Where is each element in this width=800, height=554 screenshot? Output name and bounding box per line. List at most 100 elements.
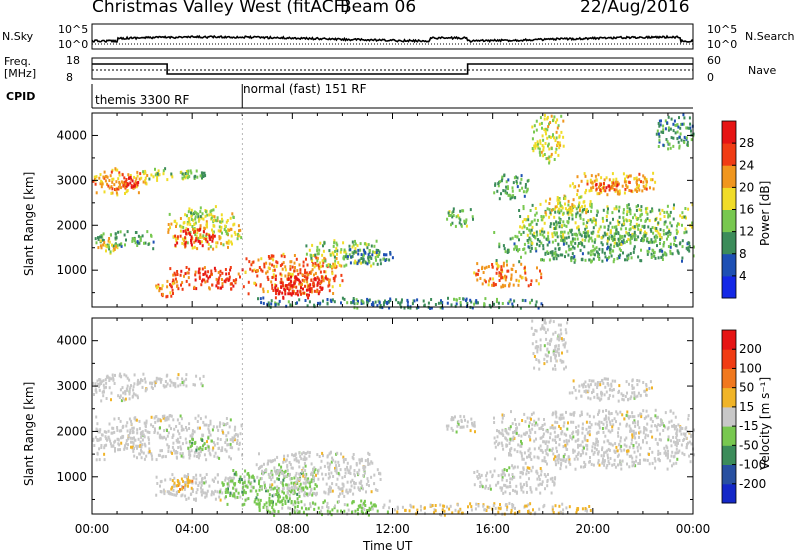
scatter-point (555, 415, 558, 419)
scatter-point (291, 289, 294, 293)
scatter-point (185, 426, 187, 429)
scatter-point (608, 235, 611, 239)
scatter-point (626, 232, 629, 236)
scatter-point (260, 464, 263, 468)
scatter-point (275, 284, 278, 288)
scatter-point (210, 272, 213, 276)
scatter-point (539, 232, 542, 236)
scatter-point (571, 182, 574, 186)
scatter-point (513, 299, 516, 303)
scatter-point (313, 303, 316, 307)
scatter-point (194, 498, 197, 502)
scatter-point (617, 431, 619, 435)
scatter-point (356, 306, 359, 310)
scatter-point (541, 227, 544, 231)
scatter-point (683, 135, 686, 139)
scatter-point (330, 513, 333, 517)
scatter-point (496, 297, 498, 301)
scatter-point (530, 279, 533, 283)
scatter-point (346, 461, 349, 465)
scatter-point (251, 475, 254, 479)
scatter-point (463, 221, 466, 225)
scatter-point (308, 454, 311, 458)
scatter-point (190, 239, 192, 242)
scatter-point (93, 393, 95, 396)
scatter-point (267, 266, 270, 270)
scatter-point (334, 460, 337, 464)
scatter-point (236, 433, 239, 437)
scatter-point (199, 233, 202, 237)
scatter-point (101, 235, 104, 239)
scatter-point (281, 281, 284, 285)
scatter-point (598, 185, 600, 189)
scatter-point (275, 260, 278, 264)
scatter-point (123, 373, 126, 377)
scatter-point (313, 277, 316, 281)
scatter-point (335, 464, 338, 468)
scatter-point (618, 189, 621, 193)
scatter-point (124, 192, 126, 195)
scatter-point (582, 222, 585, 226)
scatter-point (622, 172, 625, 176)
scatter-point (197, 270, 200, 274)
scatter-point (534, 303, 537, 307)
scatter-point (289, 284, 292, 288)
scatter-point (314, 278, 317, 282)
scatter-point (182, 428, 185, 432)
scatter-point (286, 487, 289, 491)
scatter-point (603, 451, 606, 455)
scatter-point (500, 268, 503, 272)
scatter-point (298, 485, 301, 489)
scatter-region (94, 230, 155, 251)
scatter-point (617, 239, 620, 243)
scatter-point (577, 424, 580, 428)
scatter-point (221, 285, 224, 288)
scatter-point (216, 490, 219, 494)
scatter-point (337, 460, 340, 464)
scatter-point (619, 237, 622, 241)
scatter-point (214, 451, 217, 455)
scatter-point (269, 475, 271, 479)
scatter-point (247, 497, 250, 501)
scatter-point (544, 199, 547, 203)
scatter-point (606, 239, 609, 243)
scatter-point (567, 210, 570, 214)
scatter-point (668, 142, 671, 146)
scatter-point (549, 197, 552, 201)
scatter-point (553, 115, 556, 119)
scatter-point (500, 488, 503, 492)
scatter-point (635, 176, 638, 180)
scatter-point (315, 484, 318, 488)
scatter-point (260, 477, 263, 480)
scatter-point (150, 385, 153, 389)
scatter-point (608, 245, 611, 249)
scatter-point (333, 279, 336, 283)
scatter-point (576, 452, 579, 456)
scatter-point (170, 294, 173, 298)
scatter-point (588, 237, 591, 241)
scatter-point (311, 501, 314, 505)
scatter-point (591, 239, 594, 243)
scatter-point (556, 198, 559, 202)
scatter-point (597, 173, 600, 177)
scatter-point (553, 215, 556, 219)
scatter-point (508, 284, 511, 287)
scatter-point (193, 450, 196, 454)
scatter-point (165, 384, 168, 388)
scatter-point (520, 488, 523, 492)
scatter-point (552, 133, 554, 137)
scatter-point (667, 245, 670, 248)
scatter-point (178, 440, 181, 444)
scatter-point (501, 478, 504, 482)
scatter-point (242, 485, 245, 489)
scatter-point (299, 474, 302, 477)
scatter-point (136, 431, 139, 435)
scatter-point (651, 178, 654, 182)
scatter-point (211, 228, 213, 232)
scatter-point (461, 425, 464, 429)
scatter-point (500, 179, 503, 183)
scatter-point (636, 190, 638, 193)
scatter-point (535, 249, 538, 253)
scatter-point (98, 378, 101, 381)
scatter-point (597, 422, 600, 426)
